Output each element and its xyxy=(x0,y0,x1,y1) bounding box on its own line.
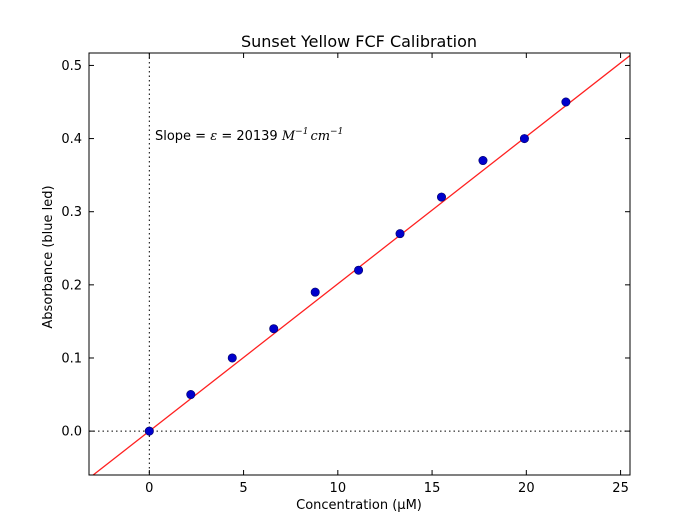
data-point xyxy=(269,324,279,334)
x-tick-label: 15 xyxy=(424,481,441,496)
y-tick-label: 0.0 xyxy=(61,425,82,440)
plot-area: 0 5 10 15 20 25 0.0 0.1 0.2 0.3 0.4 0.5 Slope = ε = … xyxy=(61,52,631,496)
data-point xyxy=(519,134,529,144)
y-axis-label: Absorbance (blue led) xyxy=(41,185,56,328)
data-point xyxy=(227,353,237,363)
plot-frame xyxy=(88,52,631,476)
data-point xyxy=(395,229,405,239)
x-tick-label: 25 xyxy=(612,481,629,496)
data-point xyxy=(354,265,364,275)
data-point xyxy=(478,156,488,166)
y-tick-label: 0.1 xyxy=(61,351,82,366)
chart-title: Sunset Yellow FCF Calibration xyxy=(241,32,477,51)
y-tick-label: 0.3 xyxy=(61,205,82,220)
x-tick-label: 0 xyxy=(145,481,153,496)
x-tick-label: 20 xyxy=(518,481,535,496)
x-tick-label: 10 xyxy=(330,481,347,496)
data-point xyxy=(436,192,446,202)
y-tick-label: 0.2 xyxy=(61,278,82,293)
y-tick-label: 0.5 xyxy=(61,59,82,74)
y-tick-label: 0.4 xyxy=(61,132,82,147)
data-point xyxy=(561,97,571,107)
data-point xyxy=(144,426,154,436)
slope-annotation: Slope = ε = 20139 M−1 cm−1 xyxy=(155,127,343,144)
data-point xyxy=(310,287,320,297)
x-axis-label: Concentration (μM) xyxy=(296,498,422,513)
data-point xyxy=(186,390,196,400)
x-tick-label: 5 xyxy=(239,481,247,496)
